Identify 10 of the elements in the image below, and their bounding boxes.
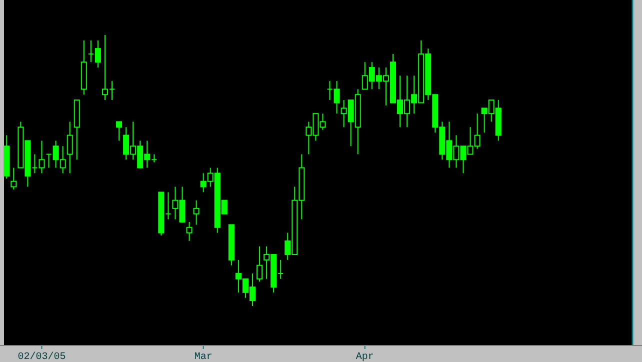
x-tick-label: Apr <box>356 352 374 362</box>
candlestick <box>193 200 200 226</box>
x-tick-label: 02/03/05 <box>18 351 66 362</box>
candlestick <box>10 167 17 190</box>
x-tick-label: Mar <box>194 352 212 362</box>
candlestick <box>66 121 73 174</box>
candlestick <box>186 221 192 242</box>
candlestick <box>256 246 263 282</box>
candlestick <box>116 121 122 142</box>
candlestick <box>38 140 45 174</box>
